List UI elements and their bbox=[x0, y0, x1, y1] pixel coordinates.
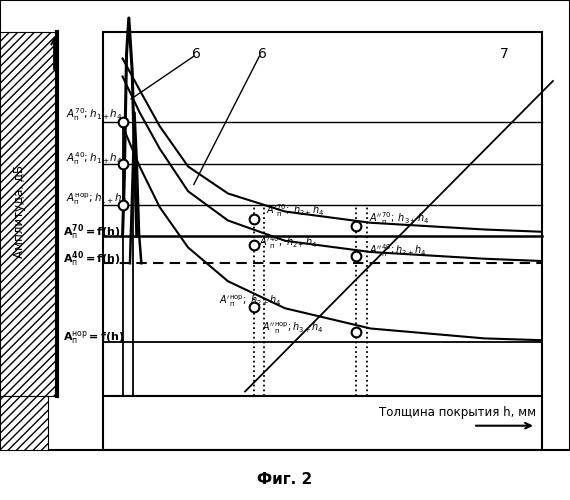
Text: Фиг. 2: Фиг. 2 bbox=[258, 472, 312, 488]
Text: $A'^{\text{нор}}_{\text{п}};\;h_{2+}h_4$: $A'^{\text{нор}}_{\text{п}};\;h_{2+}h_4$ bbox=[219, 294, 282, 309]
Text: $\mathbf{A^{70}_{\text{п}}=f(h)}$: $\mathbf{A^{70}_{\text{п}}=f(h)}$ bbox=[63, 222, 120, 242]
Text: $\mathbf{A^{\text{нор}}_{\text{п}}=f(h)}$: $\mathbf{A^{\text{нор}}_{\text{п}}=f(h)}… bbox=[63, 329, 124, 346]
Text: Амплитуда, дБ: Амплитуда, дБ bbox=[14, 165, 26, 258]
Text: $A^{40}_{\text{п}};h_{1+}h_4$: $A^{40}_{\text{п}};h_{1+}h_4$ bbox=[66, 150, 122, 167]
Text: $A^{70}_{\text{п}};h_{1+}h_4$: $A^{70}_{\text{п}};h_{1+}h_4$ bbox=[66, 106, 122, 123]
Text: $A'^{40}_{\text{п}};\;h_{2+}h_4$: $A'^{40}_{\text{п}};\;h_{2+}h_4$ bbox=[259, 234, 317, 251]
Text: $A^{\text{нор}}_{\text{п}};h_{1+}h_4$: $A^{\text{нор}}_{\text{п}};h_{1+}h_4$ bbox=[66, 191, 127, 206]
Text: Толщина покрытия h, мм: Толщина покрытия h, мм bbox=[378, 406, 536, 418]
Bar bbox=[0, 32, 57, 396]
Text: 6: 6 bbox=[258, 47, 267, 61]
Bar bbox=[103, 396, 542, 450]
Bar bbox=[0, 396, 48, 450]
Text: $\mathbf{A^{40}_{\text{п}}=f(h)}$: $\mathbf{A^{40}_{\text{п}}=f(h)}$ bbox=[63, 250, 120, 269]
Text: 6: 6 bbox=[192, 47, 201, 61]
Text: 7: 7 bbox=[500, 47, 509, 61]
Bar bbox=[103, 32, 542, 396]
Text: $A''^{70}_{\text{п}};\;h_{3+}h_4$: $A''^{70}_{\text{п}};\;h_{3+}h_4$ bbox=[369, 210, 429, 226]
Text: $A''^{\text{нор}}_{\text{п}};h_{3+}h_4$: $A''^{\text{нор}}_{\text{п}};h_{3+}h_4$ bbox=[262, 321, 324, 336]
Text: $A'^{70}_{\text{п}};\;h_{2+}h_4$: $A'^{70}_{\text{п}};\;h_{2+}h_4$ bbox=[266, 202, 324, 219]
Text: $A''^{40}_{\text{п}};h_{3+}h_4$: $A''^{40}_{\text{п}};h_{3+}h_4$ bbox=[369, 242, 426, 259]
